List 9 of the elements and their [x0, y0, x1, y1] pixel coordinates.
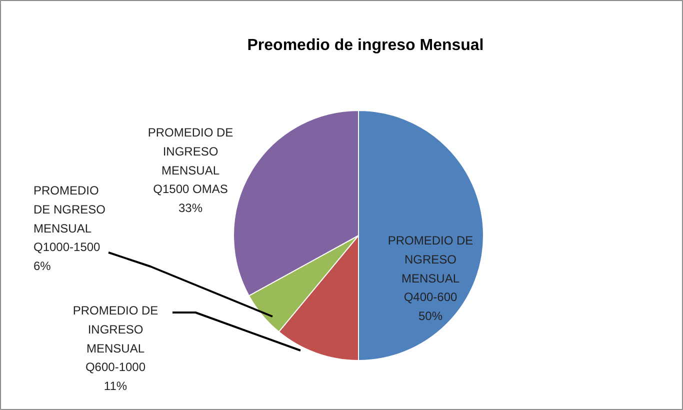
chart-title: Preomedio de ingreso Mensual	[247, 37, 484, 54]
data-label: 11%	[104, 379, 128, 394]
slice-label: PROMEDIO DE NGRESO MENSUAL Q400-600	[388, 234, 474, 304]
slice-label: PROMEDIO DE NGRESO MENSUAL Q1000-1500	[34, 184, 106, 254]
slice-label: PROMEDIO DE INGRESO MENSUAL Q1500 OMAS	[148, 126, 234, 196]
slice-label: PROMEDIO DE INGRESO MENSUAL Q600-1000	[72, 304, 158, 374]
data-label: 6%	[34, 259, 52, 274]
data-label: 33%	[178, 201, 203, 216]
data-label: 50%	[418, 309, 443, 324]
